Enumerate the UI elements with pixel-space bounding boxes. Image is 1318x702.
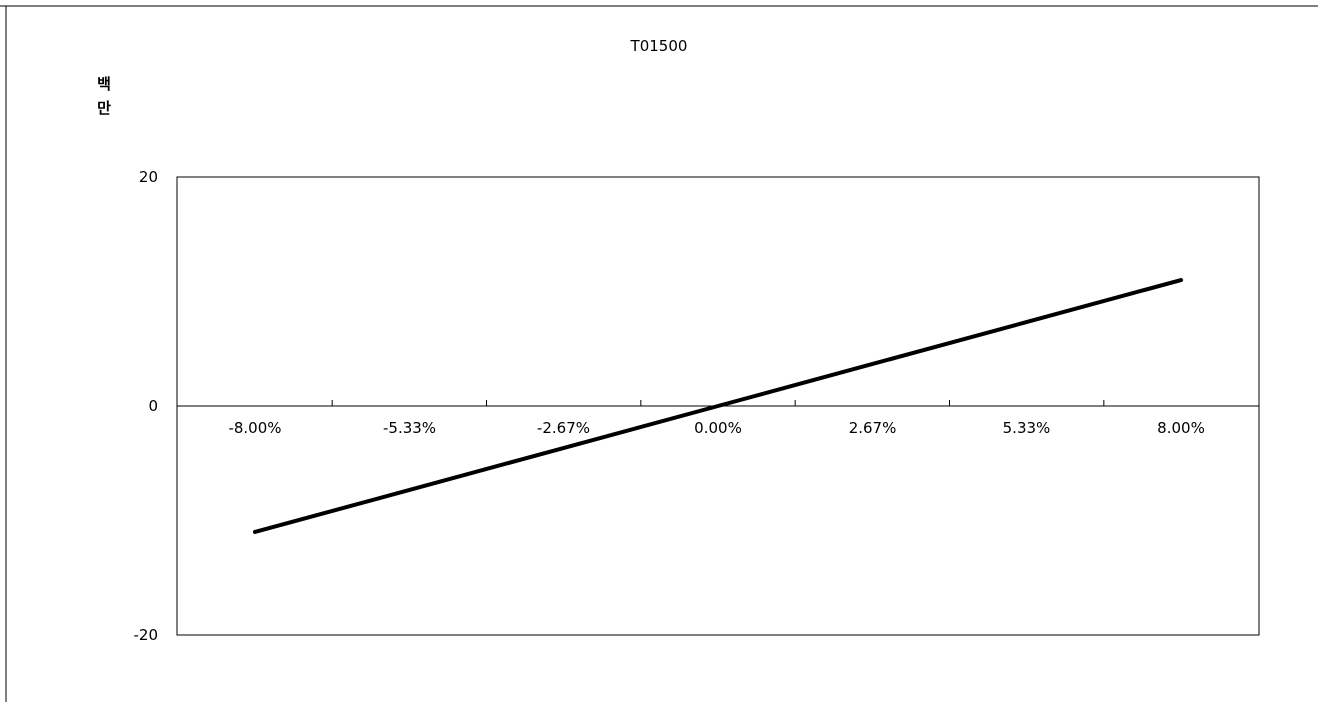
x-axis: -8.00% -5.33% -2.67% 0.00% 2.67% 5.33% 8.00% — [177, 400, 1259, 437]
y-axis-ticks: 20 0 -20 — [134, 168, 159, 644]
y-unit-label-line-2: 만 — [97, 99, 111, 117]
y-unit-label-line-1: 백 — [97, 75, 111, 93]
x-tick-label: -8.00% — [228, 419, 281, 437]
x-tick-label: 8.00% — [1157, 419, 1205, 437]
chart-title: T01500 — [630, 37, 688, 55]
series-layer — [253, 278, 1183, 534]
x-tick-label: 0.00% — [694, 419, 742, 437]
x-tick-label: -2.67% — [537, 419, 590, 437]
x-tick-label: 2.67% — [849, 419, 897, 437]
x-tick-label: 5.33% — [1003, 419, 1051, 437]
y-tick-label: -20 — [134, 626, 159, 644]
y-tick-label: 0 — [148, 397, 158, 415]
y-tick-label: 20 — [139, 168, 158, 186]
x-tick-label: -5.33% — [383, 419, 436, 437]
series-line — [253, 278, 1183, 534]
